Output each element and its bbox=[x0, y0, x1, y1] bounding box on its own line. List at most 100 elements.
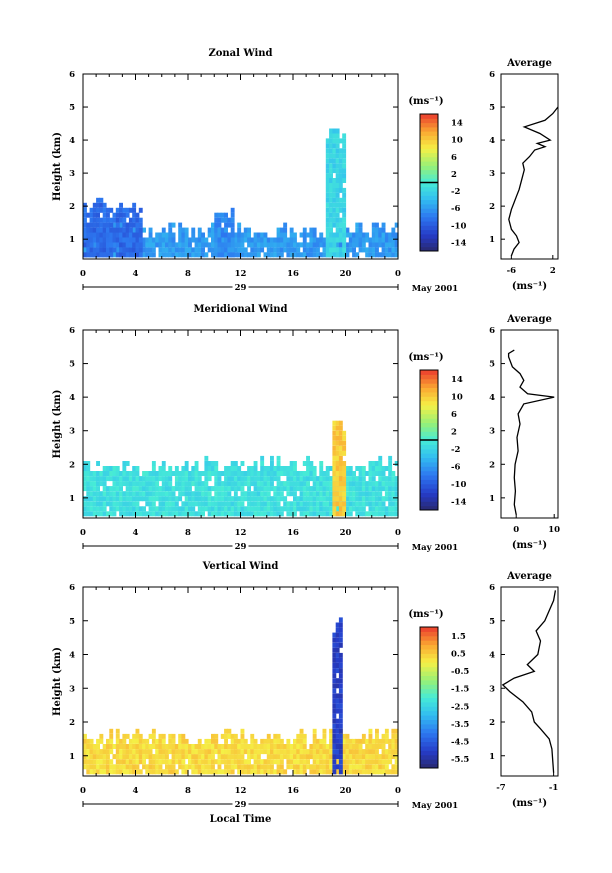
heatmap-cell bbox=[276, 247, 281, 253]
heatmap-cell bbox=[112, 237, 117, 243]
colorbar-tick-label: -4.5 bbox=[451, 738, 469, 748]
heatmap-cell bbox=[345, 466, 350, 471]
heatmap-cell bbox=[132, 247, 137, 253]
heatmap-cell bbox=[342, 496, 347, 502]
heatmap-cell bbox=[342, 197, 347, 203]
heatmap-cell bbox=[83, 744, 87, 749]
heatmap-cell bbox=[132, 232, 137, 238]
heatmap-cell bbox=[122, 212, 127, 218]
heatmap-cell bbox=[240, 486, 245, 492]
heatmap-cell bbox=[240, 496, 245, 502]
heatmap-cell bbox=[181, 466, 186, 471]
y-tick-label: 6 bbox=[69, 70, 75, 80]
heatmap-cell bbox=[135, 769, 140, 775]
heatmap-cell bbox=[230, 733, 235, 739]
heatmap-cell bbox=[128, 491, 133, 497]
profile-y-tick-label: 3 bbox=[489, 427, 495, 437]
heatmap-cell bbox=[217, 227, 222, 233]
heatmap-cell bbox=[286, 754, 291, 760]
heatmap-cell bbox=[302, 486, 307, 492]
heatmap-cell bbox=[371, 754, 376, 760]
heatmap-cell bbox=[161, 237, 166, 243]
heatmap-cell bbox=[115, 476, 120, 482]
heatmap-cell bbox=[394, 749, 399, 755]
heatmap-cell bbox=[361, 764, 366, 770]
heatmap-cell bbox=[197, 476, 202, 482]
heatmap-cell bbox=[375, 491, 379, 497]
heatmap-cell bbox=[99, 252, 104, 258]
heatmap-cell bbox=[89, 744, 94, 749]
heatmap-cell bbox=[371, 242, 376, 248]
heatmap-cell bbox=[155, 476, 160, 482]
heatmap-cell bbox=[132, 486, 137, 492]
heatmap-cell bbox=[335, 466, 340, 471]
heatmap-cell bbox=[155, 738, 160, 744]
heatmap-cell bbox=[122, 496, 127, 502]
heatmap-cell bbox=[283, 749, 288, 755]
heatmap-cell bbox=[388, 511, 393, 517]
heatmap-cell bbox=[201, 247, 205, 253]
heatmap-cell bbox=[250, 496, 255, 502]
heatmap-cell bbox=[381, 749, 386, 755]
heatmap-cell bbox=[316, 769, 320, 775]
heatmap-cell bbox=[109, 769, 114, 775]
heatmap-cell bbox=[224, 212, 228, 218]
heatmap-cell bbox=[168, 486, 173, 492]
heatmap-cell bbox=[345, 491, 350, 497]
heatmap-cell bbox=[335, 652, 340, 658]
colorbar-tick-label: 10 bbox=[451, 392, 463, 402]
heatmap-cell bbox=[260, 481, 265, 487]
heatmap-cell bbox=[86, 222, 91, 228]
heatmap-cell bbox=[220, 481, 225, 487]
heatmap-cell bbox=[128, 247, 133, 253]
heatmap-cell bbox=[338, 138, 343, 144]
heatmap-cell bbox=[240, 252, 245, 258]
heatmap-cell bbox=[214, 466, 219, 471]
heatmap-cell bbox=[296, 759, 301, 765]
heatmap-cell bbox=[368, 476, 373, 482]
heatmap-cell bbox=[230, 749, 235, 755]
y-tick-label: 1 bbox=[69, 494, 75, 504]
colorbar-swatch bbox=[420, 715, 438, 720]
heatmap-cell bbox=[325, 202, 330, 208]
heatmap-cell bbox=[335, 450, 340, 456]
heatmap-cell bbox=[250, 738, 255, 744]
heatmap-cell bbox=[260, 749, 265, 755]
heatmap-cell bbox=[243, 247, 248, 253]
heatmap-cell bbox=[184, 237, 189, 243]
heatmap-cell bbox=[279, 764, 284, 770]
heatmap-cell bbox=[325, 153, 330, 159]
heatmap-cell bbox=[194, 744, 199, 749]
heatmap-cell bbox=[309, 466, 314, 471]
day-label: 29 bbox=[235, 542, 247, 552]
heatmap-cell bbox=[342, 187, 347, 193]
heatmap-cell bbox=[309, 754, 314, 760]
heatmap-cell bbox=[142, 754, 146, 760]
heatmap-cell bbox=[132, 749, 137, 755]
heatmap-cell bbox=[335, 663, 340, 668]
heatmap-cell bbox=[132, 476, 137, 482]
heatmap-cell bbox=[132, 202, 137, 208]
heatmap-cell bbox=[211, 769, 215, 775]
heatmap-cell bbox=[345, 738, 350, 744]
heatmap-cell bbox=[243, 759, 248, 765]
heatmap-cell bbox=[273, 247, 278, 253]
heatmap-cell bbox=[276, 466, 281, 471]
heatmap-cell bbox=[128, 486, 133, 492]
heatmap-cell bbox=[394, 252, 399, 258]
heatmap-cell bbox=[322, 252, 327, 258]
heatmap-cell bbox=[217, 242, 222, 248]
heatmap-cell bbox=[247, 471, 251, 476]
heatmap-cell bbox=[109, 733, 114, 739]
heatmap-cell bbox=[332, 461, 337, 466]
heatmap-cell bbox=[122, 222, 127, 228]
heatmap-cell bbox=[151, 728, 156, 734]
heatmap-cell bbox=[263, 501, 268, 507]
heatmap-cell bbox=[316, 759, 320, 765]
heatmap-cell bbox=[256, 764, 261, 770]
colorbar-swatch bbox=[420, 640, 438, 646]
heatmap-cell bbox=[151, 247, 156, 253]
heatmap-cell bbox=[325, 178, 330, 183]
heatmap-cell bbox=[204, 744, 209, 749]
heatmap-cell bbox=[89, 486, 94, 492]
